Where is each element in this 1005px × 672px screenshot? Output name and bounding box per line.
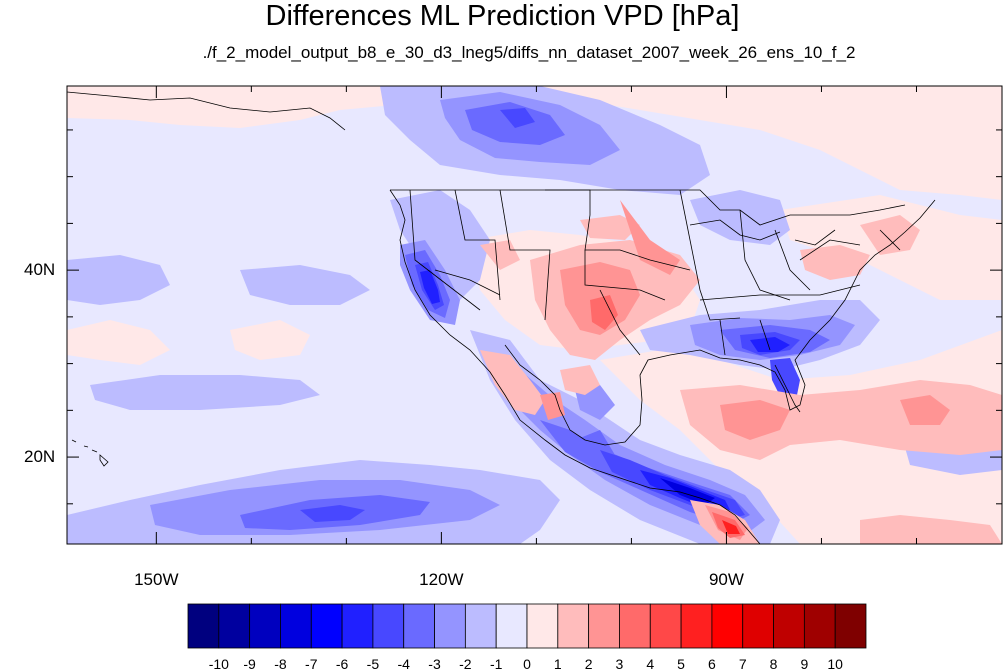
x-ticks [155, 86, 917, 544]
coastlines-borders [67, 91, 936, 544]
colorbar-label: 3 [615, 656, 624, 672]
colorbar-label: -3 [428, 656, 441, 672]
colorbar-label: -9 [243, 656, 256, 672]
x-tick-label: 120W [419, 570, 464, 589]
field-positive-strong [722, 520, 740, 534]
colorbar-label: 0 [523, 656, 531, 672]
colorbar-label: 6 [708, 656, 716, 672]
page-subtitle: ./f_2_model_output_b8_e_30_d3_lneg5/diff… [202, 43, 856, 62]
colorbar-label: -10 [208, 656, 229, 672]
colorbar-label: 1 [553, 656, 562, 672]
colorbar-swatch [773, 603, 805, 649]
colorbar-label: 4 [646, 656, 655, 672]
colorbar-swatch [403, 603, 435, 649]
colorbar-swatch [372, 603, 405, 649]
map-field [67, 86, 1002, 544]
x-tick-label: 150W [134, 570, 179, 589]
colorbar-label: -1 [489, 656, 503, 672]
colorbar-swatch [557, 603, 590, 649]
colorbar-swatch [742, 603, 774, 649]
y-tick-label: 20N [24, 447, 56, 467]
hawaii-islands [71, 439, 109, 467]
colorbar-swatch [526, 603, 559, 649]
colorbar-label: -6 [335, 656, 349, 672]
colorbar-label: -5 [366, 656, 380, 672]
colorbar-swatch [187, 603, 220, 649]
colorbar-swatch [218, 603, 251, 649]
map-frame [66, 85, 1003, 545]
colorbar-label: -7 [305, 656, 318, 672]
y-ticks [67, 129, 1002, 505]
colorbar-label: 8 [769, 656, 778, 672]
colorbar-label: 2 [584, 656, 593, 672]
colorbar-label: 7 [738, 656, 747, 672]
colorbar-swatch [464, 603, 497, 649]
page-title: Differences ML Prediction VPD [hPa] [265, 0, 740, 32]
colorbar-label: -4 [397, 656, 410, 672]
colorbar-swatch [803, 603, 836, 649]
colorbar-swatch [711, 603, 744, 649]
colorbar-swatch [249, 603, 281, 649]
y-tick-label: 40N [24, 260, 56, 280]
colorbar-swatch [495, 603, 528, 649]
colorbar-swatch [680, 603, 713, 649]
colorbar-swatch [280, 603, 312, 649]
colorbar [187, 603, 867, 649]
colorbar-swatch [341, 603, 374, 649]
colorbar-swatch [588, 603, 620, 649]
x-tick-label: 90W [708, 570, 744, 589]
colorbar-label: -8 [274, 656, 287, 672]
colorbar-swatch [310, 603, 343, 649]
colorbar-swatch [434, 603, 466, 649]
colorbar-label: 9 [800, 656, 809, 672]
colorbar-swatch [649, 603, 682, 649]
colorbar-label: -2 [459, 656, 472, 672]
colorbar-label: 5 [677, 656, 685, 672]
colorbar-swatch [834, 603, 867, 649]
colorbar-swatch [619, 603, 651, 649]
colorbar-label: 10 [827, 656, 843, 672]
